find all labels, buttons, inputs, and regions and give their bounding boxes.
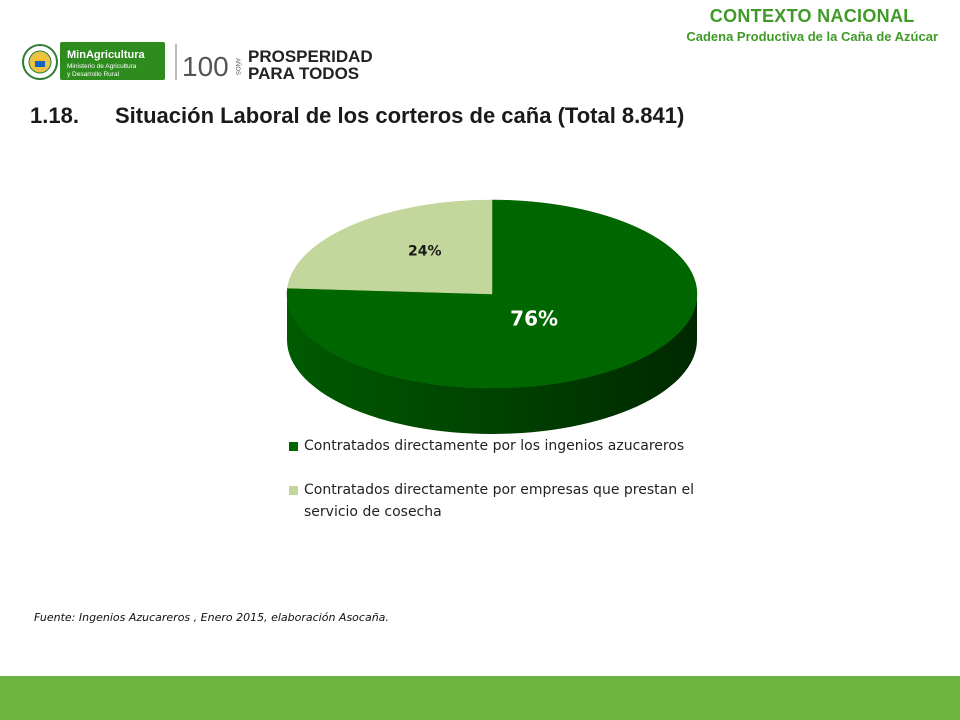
ministry-line2: Ministerio de Agricultura	[67, 63, 137, 70]
section-title: CONTEXTO NACIONAL	[709, 6, 915, 26]
chart-legend: Contratados directamente por los ingenio…	[289, 438, 694, 520]
slide-title: 1.18. Situación Laboral de los corteros d…	[30, 103, 684, 129]
bottom-bar	[0, 676, 960, 720]
pie-slice-1	[287, 199, 493, 295]
anniversary-number: 100	[182, 51, 229, 82]
slogan-line1: PROSPERIDAD	[248, 47, 373, 66]
ministry-line3: y Desarrollo Rural	[67, 71, 120, 78]
pie-slice-side-0	[287, 294, 697, 434]
anniversary-word: AÑOS	[234, 58, 241, 75]
section-subtitle: Cadena Productiva de la Caña de Azúcar	[686, 29, 938, 44]
legend-swatch-0	[289, 442, 298, 451]
slogan-line2: PARA TODOS	[248, 64, 359, 83]
legend-label-0: Contratados directamente por los ingenio…	[304, 438, 684, 454]
logo-strip: MinAgricultura Ministerio de Agricultura…	[22, 42, 373, 83]
ministry-name: MinAgricultura	[67, 49, 145, 61]
pie-layer: 76% 24%	[286, 199, 698, 434]
section-header: CONTEXTO NACIONAL Cadena Productiva de l…	[686, 6, 938, 44]
slide-title-text: Situación Laboral de los corteros de cañ…	[115, 103, 685, 128]
legend-label-1: Contratados directamente por empresas qu…	[304, 482, 694, 520]
colombia-coat-of-arms-logo	[22, 44, 58, 80]
data-label-1: 24%	[408, 244, 442, 260]
legend-swatch-1	[289, 486, 298, 495]
slide-number: 1.18.	[30, 103, 79, 128]
ministry-logo-box	[60, 42, 165, 80]
data-label-0: 76%	[510, 307, 558, 331]
pie-slice-0	[286, 199, 698, 389]
source-note: Fuente: Ingenios Azucareros , Enero 2015…	[34, 611, 389, 624]
